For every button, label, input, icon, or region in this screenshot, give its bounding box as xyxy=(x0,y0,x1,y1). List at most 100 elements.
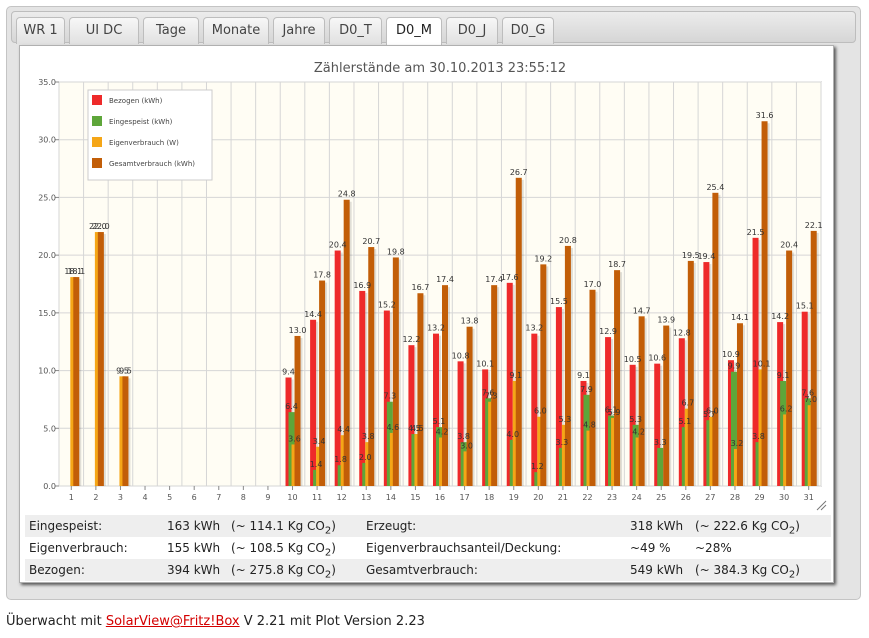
data-label: 14.2 xyxy=(771,312,789,321)
data-label: 7.0 xyxy=(804,395,817,404)
co2-text: (~ 222.6 Kg CO xyxy=(695,519,789,533)
y-tick-label: 35.0 xyxy=(38,78,56,87)
data-label: 9.4 xyxy=(282,367,295,376)
data-label: 20.4 xyxy=(780,241,798,250)
data-label: 3.2 xyxy=(731,439,744,448)
co2-subscript: 2 xyxy=(788,525,796,537)
stat-value: 549 kWh xyxy=(630,563,684,577)
stat-label: Gesamtverbrauch: xyxy=(366,563,478,577)
data-label: 31.6 xyxy=(756,111,774,120)
bar-3-16 xyxy=(442,285,448,486)
co2-close: ) xyxy=(331,563,336,577)
data-label: 10.1 xyxy=(476,359,494,368)
data-label: 4.8 xyxy=(583,421,596,430)
resize-grip-icon[interactable] xyxy=(816,500,827,511)
x-tick-label: 30 xyxy=(779,493,789,502)
tab-d0-g[interactable]: D0_G xyxy=(502,17,554,44)
tab-tage[interactable]: Tage xyxy=(143,17,199,44)
x-tick-label: 22 xyxy=(582,493,592,502)
x-tick-label: 17 xyxy=(459,493,469,502)
bar-0-11 xyxy=(310,319,317,486)
data-label: 12.9 xyxy=(599,327,617,336)
data-label: 22.0 xyxy=(89,222,107,231)
stat-value: 155 kWh xyxy=(167,541,221,555)
bar-3-21 xyxy=(564,245,571,486)
tab-d0-t[interactable]: D0_T xyxy=(329,17,382,44)
bar-3-12 xyxy=(343,199,350,487)
data-label: 19.4 xyxy=(697,252,715,261)
data-label: 20.7 xyxy=(362,237,380,246)
data-label: 25.4 xyxy=(706,183,724,192)
data-label: 14.4 xyxy=(304,310,322,319)
data-label: 18.7 xyxy=(608,260,626,269)
data-label: 3.4 xyxy=(313,437,326,446)
data-label: 4.5 xyxy=(408,424,421,433)
stat-value: 318 kWh xyxy=(630,519,684,533)
legend xyxy=(87,89,213,181)
data-label: 7.3 xyxy=(485,392,498,401)
data-label: 17.0 xyxy=(584,280,602,289)
data-label: 3.6 xyxy=(288,434,301,443)
data-label: 19.8 xyxy=(387,247,405,256)
bar-3-11 xyxy=(319,280,326,486)
legend-label: Eigenverbrauch (W) xyxy=(109,139,179,147)
x-tick-label: 8 xyxy=(241,493,246,502)
data-label: 7.6 xyxy=(482,388,495,397)
co2-close: ) xyxy=(331,519,336,533)
data-label: 5.1 xyxy=(678,417,691,426)
legend-swatch xyxy=(92,158,102,168)
data-label: 9.1 xyxy=(577,371,590,380)
data-label: 10.5 xyxy=(624,355,642,364)
x-tick-label: 29 xyxy=(754,493,764,502)
bar-0-23 xyxy=(605,337,612,486)
bar-3-28 xyxy=(736,323,743,486)
stat-deckung: ~28% xyxy=(695,541,732,555)
data-label: 15.5 xyxy=(550,297,568,306)
stats-row-eigenverbrauch: Eigenverbrauch: 155 kWh (~ 108.5 Kg CO2)… xyxy=(25,537,831,559)
data-label: 6.0 xyxy=(534,407,547,416)
bar-3-29 xyxy=(761,121,768,486)
data-label: 3.0 xyxy=(460,441,473,450)
bar-3-15 xyxy=(417,293,424,486)
tab-d0-m[interactable]: D0_M xyxy=(386,17,442,45)
bar-3-13 xyxy=(368,247,375,486)
legend-swatch xyxy=(92,137,102,147)
bar-3-17 xyxy=(466,326,473,486)
x-tick-label: 31 xyxy=(804,493,814,502)
bar-0-15 xyxy=(408,345,415,486)
data-label: 17.6 xyxy=(501,273,519,282)
legend-swatch xyxy=(92,116,102,126)
data-label: 3.8 xyxy=(457,432,470,441)
x-tick-label: 3 xyxy=(118,493,123,502)
data-label: 13.9 xyxy=(657,316,675,325)
bar-0-25 xyxy=(654,363,661,486)
tab-wr1[interactable]: WR 1 xyxy=(16,17,65,44)
bar-3-19 xyxy=(515,177,522,486)
stats-table: Eingespeist: 163 kWh (~ 114.1 Kg CO2) Er… xyxy=(25,515,831,581)
data-label: 1.8 xyxy=(334,455,347,464)
tab-ui-dc[interactable]: UI DC xyxy=(69,17,139,44)
data-label: 13.8 xyxy=(461,317,479,326)
bar-0-19 xyxy=(506,282,513,486)
bar-3-25 xyxy=(663,325,670,486)
bar-3-3 xyxy=(122,376,129,486)
solarview-link[interactable]: SolarView@Fritz!Box xyxy=(105,614,240,629)
co2-subscript: 2 xyxy=(324,525,332,537)
co2-subscript: 2 xyxy=(324,569,332,581)
data-label: 5.3 xyxy=(559,415,572,424)
bar-1-25 xyxy=(657,447,664,486)
bar-3-2 xyxy=(97,232,104,486)
chart-title: Zählerstände am 30.10.2013 23:55:12 xyxy=(314,61,566,76)
data-label: 9.5 xyxy=(119,366,132,375)
stat-co2: (~ 275.8 Kg CO2) xyxy=(231,563,336,580)
footer-suffix: V 2.21 mit Plot Version 2.23 xyxy=(239,614,425,629)
tab-monate[interactable]: Monate xyxy=(203,17,269,44)
co2-text: (~ 114.1 Kg CO xyxy=(231,519,325,533)
bar-3-10 xyxy=(294,335,301,486)
data-label: 13.0 xyxy=(289,326,307,335)
tab-jahre[interactable]: Jahre xyxy=(273,17,325,44)
x-tick-label: 2 xyxy=(93,493,98,502)
data-label: 5.3 xyxy=(629,415,642,424)
tab-d0-j[interactable]: D0_J xyxy=(446,17,498,44)
data-label: 16.9 xyxy=(353,281,371,290)
